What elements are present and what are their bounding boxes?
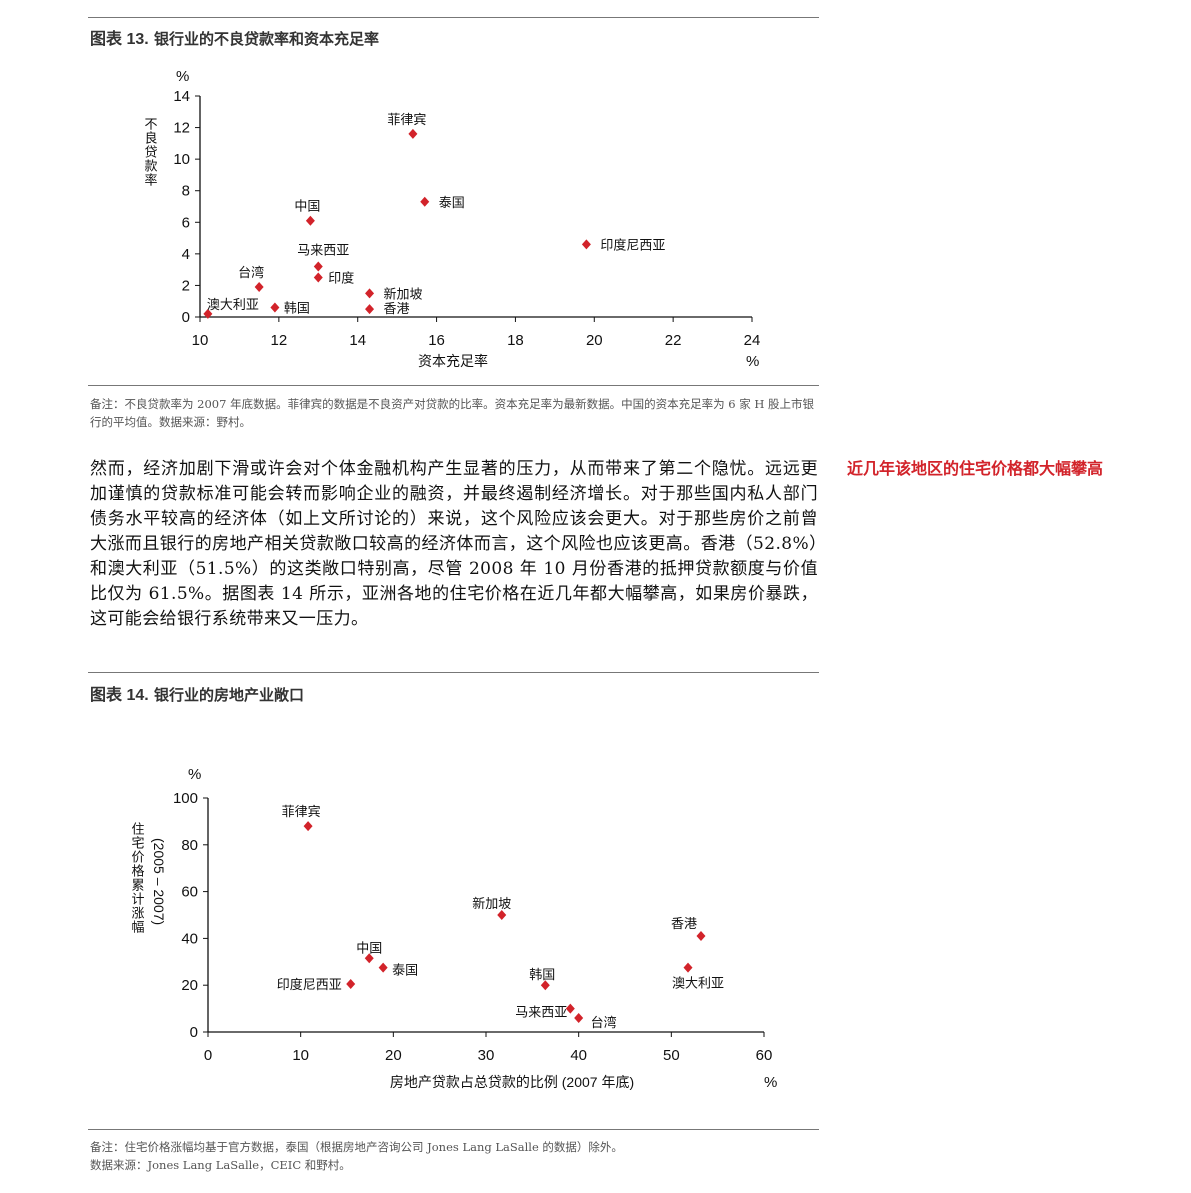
figure14-rule bbox=[88, 1129, 819, 1130]
x-axis-label: 房地产贷款占总贷款的比例 (2007 年底) bbox=[390, 1074, 634, 1090]
x-tick-label: 20 bbox=[586, 332, 603, 349]
data-label: 新加坡 bbox=[384, 286, 423, 302]
x-tick-label: 40 bbox=[570, 1047, 587, 1064]
x-tick-label: 20 bbox=[385, 1047, 402, 1064]
y-tick-label: 20 bbox=[181, 977, 198, 994]
x-tick-label: 18 bbox=[507, 332, 524, 349]
figure13-note: 备注：不良贷款率为 2007 年底数据。菲律宾的数据是不良资产对贷款的比率。资本… bbox=[90, 397, 815, 429]
data-label: 印度尼西亚 bbox=[277, 977, 342, 993]
x-unit: % bbox=[764, 1074, 777, 1091]
figure13-rule bbox=[88, 385, 819, 386]
data-point bbox=[574, 1012, 584, 1023]
y-tick-label: 60 bbox=[181, 884, 198, 901]
y-axis-label: 不良贷款率 bbox=[143, 117, 158, 187]
y-tick-label: 14 bbox=[173, 88, 190, 105]
data-label: 澳大利亚 bbox=[207, 297, 259, 313]
body-paragraph: 然而，经济加剧下滑或许会对个体金融机构产生显著的压力，从而带来了第二个隐忧。远远… bbox=[90, 459, 818, 629]
data-point bbox=[305, 215, 315, 226]
y-tick-label: 40 bbox=[181, 930, 198, 947]
data-label: 马来西亚 bbox=[515, 1006, 567, 1021]
figure14-note-1: 备注：住宅价格涨幅均基于官方数据，泰国（根据房地产咨询公司 Jones Lang… bbox=[90, 1140, 623, 1154]
data-point bbox=[581, 239, 591, 250]
data-label: 马来西亚 bbox=[297, 243, 349, 258]
data-label: 印度 bbox=[328, 271, 354, 287]
y-tick-label: 12 bbox=[173, 120, 190, 137]
data-point bbox=[683, 962, 693, 973]
x-axis-label: 资本充足率 bbox=[418, 353, 488, 369]
data-label: 菲律宾 bbox=[387, 112, 426, 128]
y-axis-label: 住宅价格累计涨幅 bbox=[130, 822, 145, 934]
x-tick-label: 12 bbox=[271, 332, 288, 349]
data-label: 中国 bbox=[294, 200, 320, 215]
data-point bbox=[378, 962, 388, 973]
y-tick-label: 80 bbox=[181, 837, 198, 854]
y-tick-label: 8 bbox=[182, 183, 190, 200]
data-point bbox=[254, 282, 264, 293]
top-rule bbox=[88, 17, 819, 18]
data-label: 泰国 bbox=[392, 964, 418, 979]
x-tick-label: 50 bbox=[663, 1047, 680, 1064]
side-note: 近几年该地区的住宅价格都大幅攀高 bbox=[847, 459, 1104, 478]
y-tick-label: 10 bbox=[173, 151, 190, 168]
x-tick-label: 10 bbox=[292, 1047, 309, 1064]
data-point bbox=[540, 980, 550, 991]
data-label: 韩国 bbox=[529, 968, 555, 983]
y-axis-label-period: (2005 – 2007) bbox=[151, 838, 167, 925]
y-tick-label: 100 bbox=[173, 790, 198, 807]
figure14-note-2: 数据来源：Jones Lang LaSalle，CEIC 和野村。 bbox=[90, 1158, 351, 1172]
x-tick-label: 16 bbox=[428, 332, 445, 349]
x-tick-label: 14 bbox=[349, 332, 366, 349]
y-tick-label: 6 bbox=[182, 214, 190, 231]
y-tick-label: 0 bbox=[182, 309, 190, 326]
figure14-top-rule bbox=[88, 672, 819, 673]
data-point bbox=[270, 302, 280, 313]
x-tick-label: 10 bbox=[192, 332, 209, 349]
data-point bbox=[365, 304, 375, 315]
y-tick-label: 2 bbox=[182, 277, 190, 294]
data-label: 菲律宾 bbox=[282, 804, 321, 820]
x-tick-label: 30 bbox=[478, 1047, 495, 1064]
data-point bbox=[565, 1003, 575, 1014]
data-label: 韩国 bbox=[284, 302, 310, 317]
data-label: 澳大利亚 bbox=[672, 976, 724, 992]
x-tick-label: 60 bbox=[756, 1047, 773, 1064]
data-point bbox=[365, 288, 375, 299]
data-label: 新加坡 bbox=[472, 896, 511, 912]
data-label: 香港 bbox=[671, 917, 697, 932]
data-point bbox=[420, 196, 430, 207]
figure13-title: 图表 13. 银行业的不良贷款率和资本充足率 bbox=[90, 30, 379, 48]
data-point bbox=[313, 272, 323, 283]
data-label: 中国 bbox=[356, 941, 382, 956]
data-label: 香港 bbox=[384, 302, 410, 317]
figure14-title: 图表 14. 银行业的房地产业敞口 bbox=[90, 686, 304, 704]
data-label: 台湾 bbox=[591, 1015, 617, 1031]
data-label: 台湾 bbox=[238, 265, 264, 281]
x-tick-label: 22 bbox=[665, 332, 682, 349]
data-point bbox=[364, 953, 374, 964]
x-unit: % bbox=[746, 353, 759, 370]
data-point bbox=[346, 979, 356, 990]
data-label: 印度尼西亚 bbox=[600, 237, 665, 253]
data-point bbox=[313, 261, 323, 272]
y-tick-label: 4 bbox=[182, 246, 190, 263]
data-point bbox=[303, 821, 313, 832]
data-point bbox=[497, 910, 507, 920]
data-label: 泰国 bbox=[439, 196, 465, 211]
x-tick-label: 0 bbox=[204, 1047, 212, 1064]
y-unit: % bbox=[176, 68, 189, 85]
data-point bbox=[696, 931, 706, 942]
y-tick-label: 0 bbox=[190, 1024, 198, 1041]
data-point bbox=[203, 308, 213, 319]
y-unit: % bbox=[188, 766, 201, 783]
data-point bbox=[408, 128, 418, 139]
x-tick-label: 24 bbox=[744, 332, 761, 349]
